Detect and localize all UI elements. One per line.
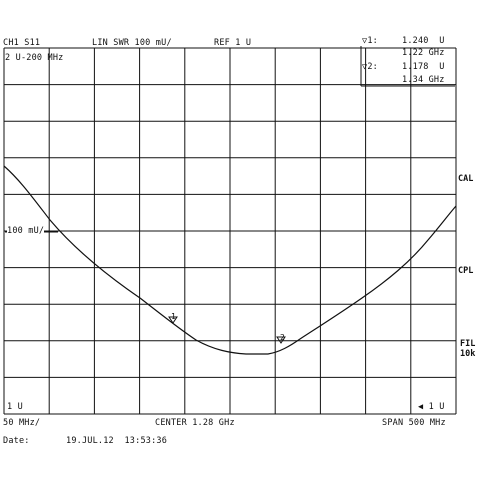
span-label: SPAN 500 MHz [382,418,446,428]
reference-label: REF 1 U [214,38,252,48]
marker-1-label: ▽1: [362,36,378,46]
marker-1-value: 1.240 U [402,36,445,46]
marker-2-value: 1.178 U [402,62,445,72]
cal-indicator: CAL [458,174,474,184]
marker-region-label: 2 U-200 MHz [5,53,64,63]
filter-indicator-line2: 10k [460,349,476,359]
marker-1-symbol [168,316,178,324]
marker-2-symbol [276,336,286,344]
center-frequency-label: CENTER 1.28 GHz [155,418,235,428]
start-frequency-label: 50 MHz/ [3,418,41,428]
scale-label: 100 mU/ [7,226,45,236]
marker-2-frequency: 1.34 GHz [402,75,445,85]
date-value: 19.JUL.12 13:53:36 [66,436,168,446]
marker-1-plot-label: 1 [171,312,177,321]
marker-2-plot-label: 2 [280,333,286,342]
marker-1-frequency: 1.22 GHz [402,48,445,58]
channel-label: CH1 S11 [3,38,41,48]
filter-indicator-line1: FIL [460,339,476,349]
bottom-reference-label: 1 U [7,402,23,412]
reference-level-arrow: ◀ 1 U [418,402,445,412]
marker-2-label: ▽2: [362,62,378,72]
date-label: Date: [3,436,30,446]
format-label: LIN SWR 100 mU/ [92,38,172,48]
cpl-indicator: CPL [458,266,474,276]
swr-trace [3,165,457,355]
graticule [3,47,457,415]
